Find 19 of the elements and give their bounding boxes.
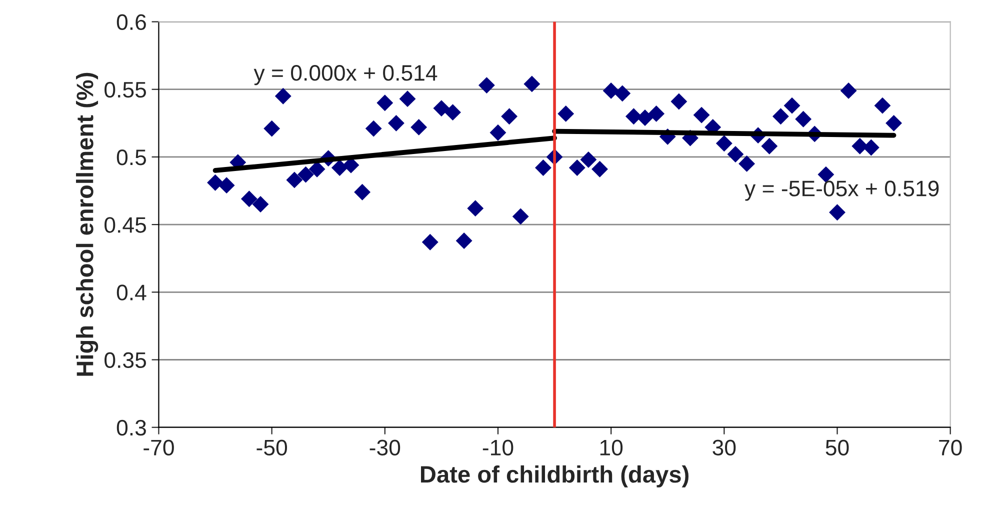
y-axis-title: High school enrollment (%) [76, 72, 98, 376]
y-tick-label: 0.55 [104, 82, 146, 98]
y-tick-label: 0.35 [104, 352, 146, 368]
y-tick-label: 0.6 [116, 14, 146, 30]
x-tick-label: -30 [370, 440, 400, 456]
x-tick-label: 50 [826, 440, 849, 456]
x-tick-label: -70 [144, 440, 174, 456]
x-tick-label: 30 [712, 440, 736, 456]
annotation: y = 0.000x + 0.514 [254, 65, 438, 86]
x-tick-label: 70 [939, 440, 962, 456]
annotation: y = -5E-05x + 0.519 [744, 180, 939, 201]
y-tick-label: 0.45 [104, 217, 146, 233]
y-tick-label: 0.3 [116, 420, 146, 436]
y-tick-label: 0.4 [116, 284, 146, 300]
x-tick-label: 10 [600, 440, 623, 456]
x-axis-title: Date of childbirth (days) [421, 465, 688, 488]
y-tick-label: 0.5 [116, 149, 146, 166]
x-tick-label: -10 [482, 440, 514, 456]
x-tick-label: -50 [256, 440, 287, 456]
